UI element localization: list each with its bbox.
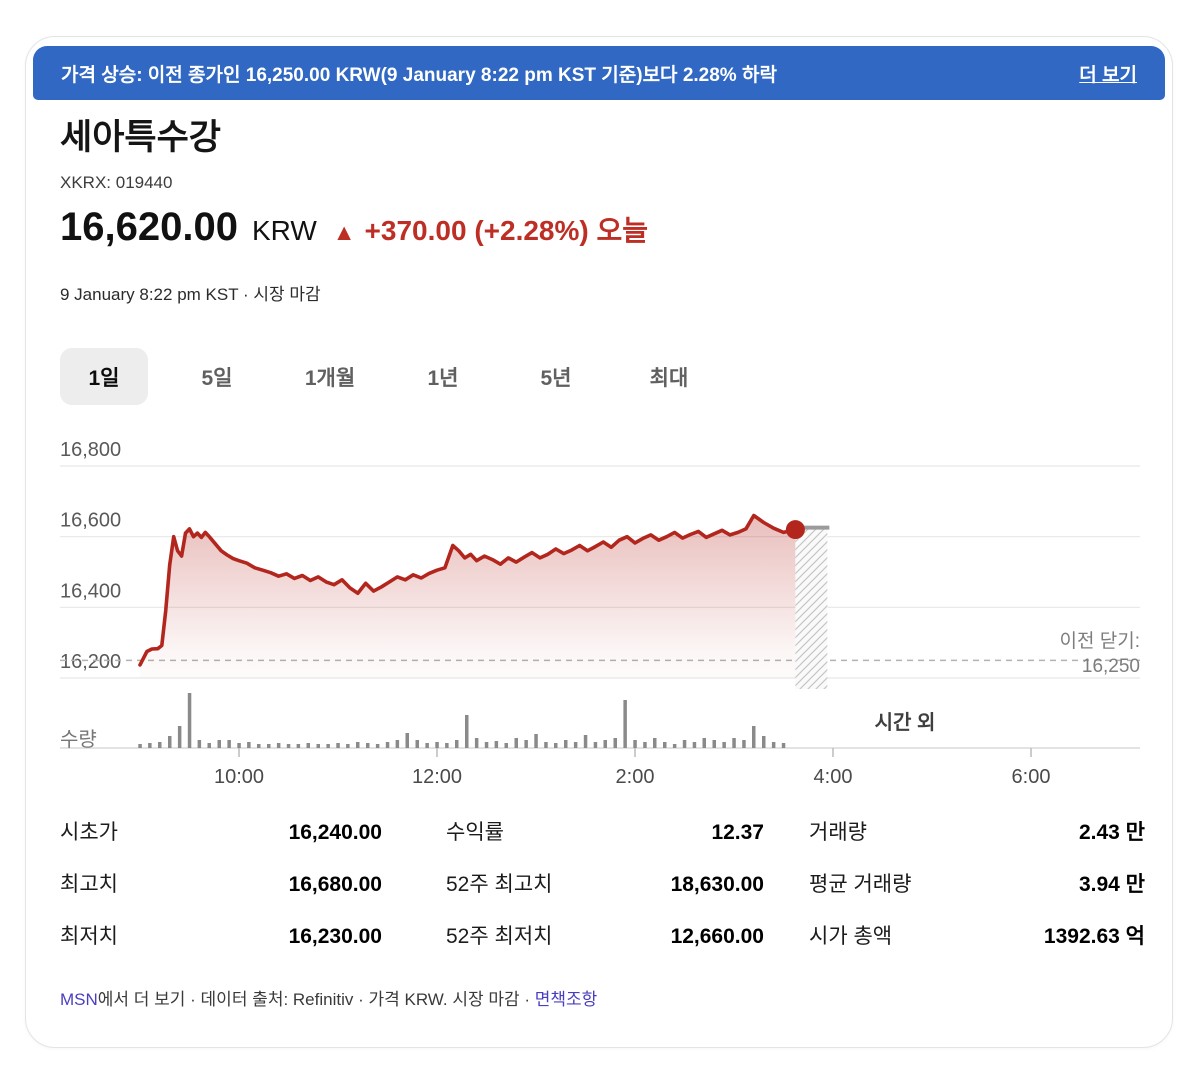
footer-text: 에서 더 보기 · 데이터 출처: Refinitiv · 가격 KRW. 시장… xyxy=(97,990,535,1009)
svg-text:시간 외: 시간 외 xyxy=(875,711,936,734)
svg-text:16,800: 16,800 xyxy=(60,439,121,461)
stock-title: 세아특수강 xyxy=(60,118,222,157)
stat-value: 1392.63 억 xyxy=(1043,925,1145,948)
stats-row: 최저치 16,230.00 52주 최저치 12,660.00 시가 총액 1392.… xyxy=(60,909,1145,961)
see-more-link[interactable]: 더 보기 xyxy=(1079,64,1137,86)
svg-text:12:00: 12:00 xyxy=(412,766,462,788)
tab-1y[interactable]: 1년 xyxy=(399,348,487,405)
stat-value: 12,660.00 xyxy=(670,925,764,948)
stat-label: 최저치 xyxy=(60,925,118,948)
banner-text: 가격 상승: 이전 종가인 16,250.00 KRW(9 January 8:… xyxy=(61,64,777,86)
stat-value: 3.94 만 xyxy=(1078,873,1145,896)
price-alert-banner: 가격 상승: 이전 종가인 16,250.00 KRW(9 January 8:… xyxy=(33,46,1165,100)
stats-row: 최고치 16,680.00 52주 최고치 18,630.00 평균 거래량 3.94… xyxy=(60,857,1145,909)
price-chart[interactable]: 16,800 16,600 16,400 16,200 10:00 12:00 2:00 4:… xyxy=(26,431,1174,791)
tab-max[interactable]: 최대 xyxy=(625,348,713,405)
msn-link[interactable]: MSN xyxy=(60,990,98,1009)
stat-label: 최고치 xyxy=(60,873,118,896)
stats-row: 시초가 16,240.00 수익률 12.37 거래량 2.43 만 xyxy=(60,805,1145,857)
range-tabs: 1일 5일 1개월 1년 5년 최대 xyxy=(60,348,713,405)
svg-text:16,200: 16,200 xyxy=(60,651,121,673)
attribution-footer: MSN에서 더 보기 · 데이터 출처: Refinitiv · 가격 KRW.… xyxy=(60,985,597,1010)
stats-table: 시초가 16,240.00 수익률 12.37 거래량 2.43 만 최고치 16,68… xyxy=(60,805,1145,961)
tab-1d[interactable]: 1일 xyxy=(60,348,148,405)
stock-widget-card: 가격 상승: 이전 종가인 16,250.00 KRW(9 January 8:… xyxy=(25,36,1173,1048)
stat-value: 12.37 xyxy=(711,821,764,844)
currency-label: KRW xyxy=(251,215,317,246)
stat-label: 52주 최고치 xyxy=(446,873,553,896)
tab-5d[interactable]: 5일 xyxy=(173,348,261,405)
svg-text:4:00: 4:00 xyxy=(814,766,853,788)
price-row: 16,620.00 KRW ▲ +370.00 (+2.28%) 오늘 xyxy=(60,205,648,250)
svg-text:이전 닫기:: 이전 닫기: xyxy=(1060,630,1140,652)
up-arrow-icon: ▲ xyxy=(332,219,356,245)
stat-label: 52주 최저치 xyxy=(446,925,553,948)
quote-timestamp: 9 January 8:22 pm KST · 시장 마감 xyxy=(60,285,321,304)
svg-text:16,600: 16,600 xyxy=(60,510,121,532)
stat-value: 2.43 만 xyxy=(1078,821,1145,844)
current-price: 16,620.00 xyxy=(60,205,238,249)
disclaimer-link[interactable]: 면책조항 xyxy=(534,990,598,1009)
stat-value: 18,630.00 xyxy=(670,873,764,896)
svg-text:10:00: 10:00 xyxy=(214,766,264,788)
price-change: ▲ +370.00 (+2.28%) 오늘 xyxy=(333,209,648,249)
stat-value: 16,240.00 xyxy=(288,821,382,844)
stat-label: 시초가 xyxy=(60,821,118,844)
change-text: +370.00 (+2.28%) 오늘 xyxy=(364,215,649,246)
tab-1m[interactable]: 1개월 xyxy=(286,348,374,405)
stat-label: 거래량 xyxy=(809,821,867,844)
stat-value: 16,680.00 xyxy=(288,873,382,896)
tab-5y[interactable]: 5년 xyxy=(512,348,600,405)
stat-label: 평균 거래량 xyxy=(809,873,912,896)
stat-label: 시가 총액 xyxy=(809,925,893,948)
svg-text:2:00: 2:00 xyxy=(616,766,655,788)
stat-label: 수익률 xyxy=(446,821,504,844)
svg-text:6:00: 6:00 xyxy=(1012,766,1051,788)
svg-text:16,250: 16,250 xyxy=(1082,656,1140,677)
svg-text:16,400: 16,400 xyxy=(60,580,121,602)
ticker-symbol: XKRX: 019440 xyxy=(60,173,173,192)
stat-value: 16,230.00 xyxy=(288,925,382,948)
svg-text:수량: 수량 xyxy=(60,728,97,751)
